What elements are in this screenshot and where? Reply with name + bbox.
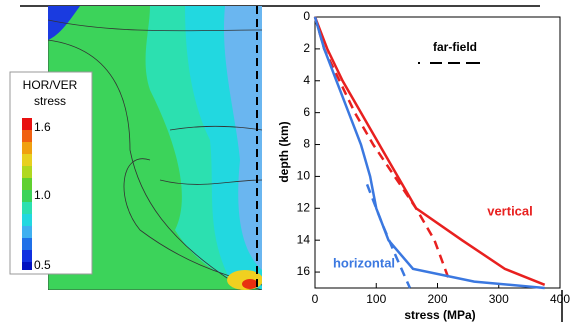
y-tick-label: 4 [303,73,310,87]
x-tick-label: 200 [427,292,447,306]
annotation: far-field [433,40,477,54]
y-tick-label: 0 [303,9,310,23]
colorbar [22,118,32,270]
colorbar-label: 0.5 [34,258,51,272]
series-line [365,183,412,289]
annotation: horizontal [333,255,395,270]
x-tick-label: 100 [366,292,386,306]
series-line [313,16,451,283]
legend-title: stress [34,94,66,108]
x-tick-label: 400 [550,292,570,306]
y-tick-label: 10 [297,169,311,183]
annotation: vertical [487,203,533,218]
legend-title: HOR/VER [23,78,78,92]
y-tick-label: 6 [303,105,310,119]
series-line [313,16,545,290]
x-tick-label: 0 [312,292,319,306]
y-tick-label: 14 [297,232,311,246]
y-axis-label: depth (km) [277,121,291,182]
y-tick-label: 16 [297,264,311,278]
x-tick-label: 300 [489,292,509,306]
series-line [313,16,546,286]
colorbar-label: 1.6 [34,120,51,134]
y-tick-label: 12 [297,200,311,214]
x-axis-label: stress (MPa) [404,308,475,322]
y-tick-label: 8 [303,137,310,151]
colorbar-label: 1.0 [34,188,51,202]
y-tick-label: 2 [303,41,310,55]
